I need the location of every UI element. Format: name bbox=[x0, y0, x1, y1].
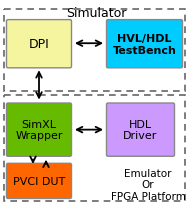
Text: HVL/HDL
TestBench: HVL/HDL TestBench bbox=[113, 34, 176, 55]
Bar bbox=[4, 96, 185, 201]
Text: DPI: DPI bbox=[29, 38, 49, 51]
FancyBboxPatch shape bbox=[107, 103, 174, 156]
Text: Emulator
Or
FPGA Platform: Emulator Or FPGA Platform bbox=[111, 168, 185, 201]
FancyBboxPatch shape bbox=[7, 103, 71, 156]
Text: Simulator: Simulator bbox=[66, 7, 126, 20]
FancyBboxPatch shape bbox=[7, 163, 71, 198]
FancyBboxPatch shape bbox=[7, 20, 71, 69]
Text: SimXL
Wrapper: SimXL Wrapper bbox=[15, 119, 63, 141]
Text: PVCI DUT: PVCI DUT bbox=[13, 176, 65, 186]
Bar bbox=[4, 10, 185, 92]
Text: HDL
Driver: HDL Driver bbox=[123, 119, 158, 141]
FancyBboxPatch shape bbox=[107, 20, 183, 69]
